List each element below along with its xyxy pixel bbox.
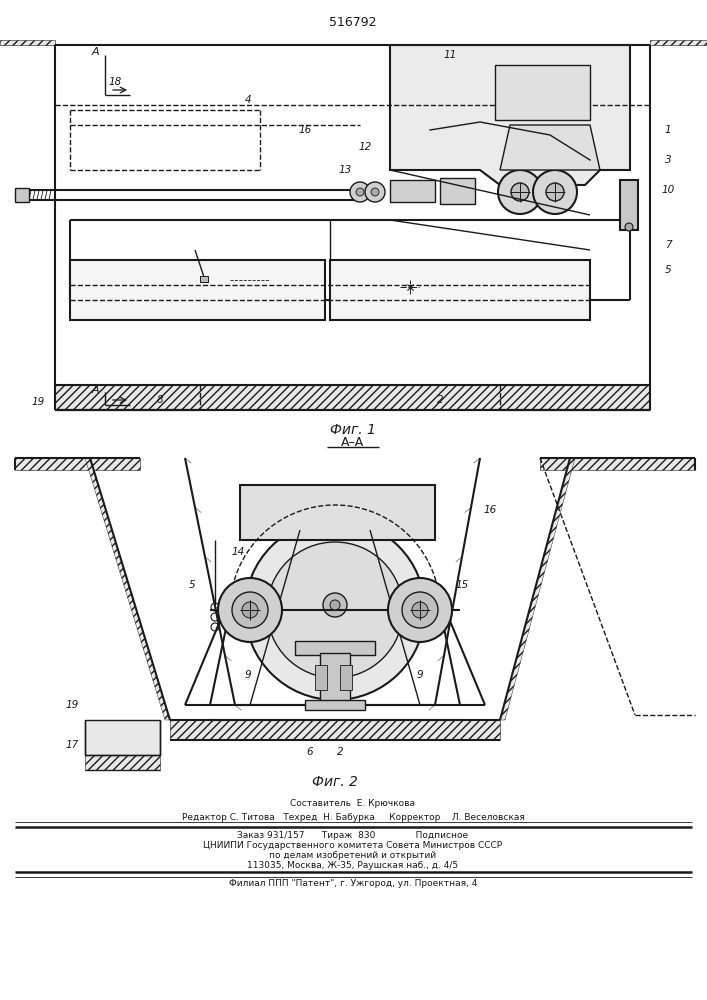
Text: по делам изобретений и открытий: по делам изобретений и открытий [269,850,436,859]
Polygon shape [500,125,600,170]
Text: Редактор С. Титова   Техред  Н. Бабурка     Корректор    Л. Веселовская: Редактор С. Титова Техред Н. Бабурка Кор… [182,812,525,822]
Circle shape [350,182,370,202]
Bar [315,665,327,690]
Circle shape [511,183,529,201]
Text: 16: 16 [484,505,496,515]
Text: 9: 9 [416,670,423,680]
Text: 4: 4 [245,95,251,105]
Circle shape [242,602,258,618]
Text: А–А: А–А [341,436,365,448]
Circle shape [356,188,364,196]
Text: 9: 9 [245,670,251,680]
Text: 11: 11 [443,50,457,60]
Circle shape [402,592,438,628]
Bar [440,178,475,204]
Text: 16: 16 [298,125,312,135]
Polygon shape [650,40,707,45]
Bar [85,720,160,755]
Text: 14: 14 [231,547,245,557]
Text: Фиг. 2: Фиг. 2 [312,775,358,789]
Text: 5: 5 [189,580,195,590]
Bar [330,260,590,320]
Text: Фиг. 1: Фиг. 1 [330,423,376,437]
Polygon shape [390,45,630,185]
Bar [320,653,350,705]
Polygon shape [85,755,160,770]
Polygon shape [0,40,55,45]
Bar [15,188,29,202]
Text: 17: 17 [65,740,78,750]
Bar [305,700,365,710]
Bar [240,485,435,540]
Text: А: А [91,385,99,395]
Polygon shape [15,458,140,470]
Text: Филиал ППП "Патент", г. Ужгород, ул. Проектная, 4: Филиал ППП "Патент", г. Ужгород, ул. Про… [229,880,477,888]
Circle shape [218,578,282,642]
Text: 13: 13 [339,165,351,175]
Text: Заказ 931/157      Тираж  830              Подписное: Заказ 931/157 Тираж 830 Подписное [238,832,469,840]
Circle shape [546,183,564,201]
Text: 10: 10 [661,185,674,195]
Polygon shape [55,385,650,410]
Circle shape [365,182,385,202]
Circle shape [267,542,403,678]
Circle shape [330,600,340,610]
Text: 12: 12 [358,142,372,152]
Text: 19: 19 [65,700,78,710]
Circle shape [625,223,633,231]
Circle shape [498,170,542,214]
Polygon shape [85,458,170,720]
Text: 3: 3 [665,155,672,165]
Text: 5: 5 [665,265,672,275]
Polygon shape [170,720,500,740]
Text: ЦНИИПИ Государственного комитета Совета Министров СССР: ЦНИИПИ Государственного комитета Совета … [204,842,503,850]
Circle shape [323,593,347,617]
Text: Составитель  Е. Крючкова: Составитель Е. Крючкова [291,798,416,808]
Bar [340,665,352,690]
Text: 1: 1 [665,125,672,135]
Text: 8: 8 [431,625,438,635]
Text: 2: 2 [337,747,344,757]
Circle shape [388,578,452,642]
Text: 113035, Москва, Ж-35, Раушская наб., д. 4/5: 113035, Москва, Ж-35, Раушская наб., д. … [247,860,459,869]
Text: 516792: 516792 [329,15,377,28]
Bar [295,641,375,655]
Text: 7: 7 [665,240,672,250]
Text: 18: 18 [241,500,255,510]
Circle shape [412,602,428,618]
Text: А: А [91,47,99,57]
Text: 2: 2 [437,395,443,405]
Circle shape [245,520,425,700]
Text: 15: 15 [455,580,469,590]
Circle shape [371,188,379,196]
Polygon shape [500,458,575,720]
Text: 19: 19 [31,397,45,407]
Text: 18: 18 [108,77,122,87]
Bar [495,65,590,120]
Bar [390,180,435,202]
Bar [200,276,208,282]
Polygon shape [540,458,695,470]
Text: 6: 6 [307,747,313,757]
Bar [620,180,638,230]
Bar [70,260,325,320]
Circle shape [533,170,577,214]
Text: 8: 8 [157,395,163,405]
Circle shape [232,592,268,628]
